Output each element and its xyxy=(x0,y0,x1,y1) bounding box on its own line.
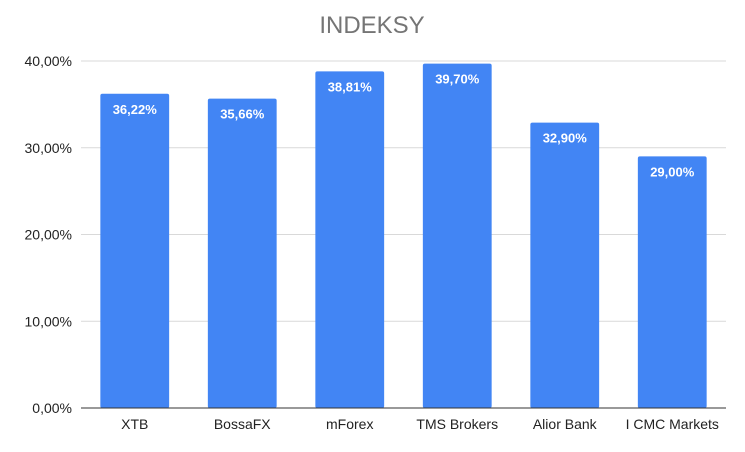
bar xyxy=(637,156,707,408)
y-tick-label: 10,00% xyxy=(25,313,72,329)
x-axis-categories: XTB BossaFX mForex TMS Brokers Alior Bank I C… xyxy=(121,416,719,432)
bar xyxy=(315,71,385,409)
gridlines xyxy=(81,60,726,322)
data-label: 29,00% xyxy=(650,164,695,179)
bar xyxy=(530,122,600,408)
x-category-label: mForex xyxy=(326,416,373,432)
x-category-label: BossaFX xyxy=(214,416,271,432)
data-label: 35,66% xyxy=(220,107,265,122)
bar xyxy=(207,98,277,408)
x-category-label: XTB xyxy=(121,416,148,432)
chart-title: INDEKSY xyxy=(319,12,424,39)
bar xyxy=(422,63,492,408)
data-label: 39,70% xyxy=(435,72,480,87)
x-category-label: I CMC Markets xyxy=(626,416,719,432)
x-category-label: Alior Bank xyxy=(533,416,598,432)
data-labels: 36,22% 35,66% 38,81% 39,70% 32,90% 29,00% xyxy=(113,72,695,180)
y-tick-label: 40,00% xyxy=(25,53,72,69)
data-label: 32,90% xyxy=(543,131,588,146)
y-tick-label: 30,00% xyxy=(25,140,72,156)
data-label: 36,22% xyxy=(113,102,158,117)
x-category-label: TMS Brokers xyxy=(416,416,498,432)
data-label: 38,81% xyxy=(328,79,373,94)
bar xyxy=(100,93,170,408)
bars xyxy=(100,63,707,409)
y-axis-ticks: 0,00% 10,00% 20,00% 30,00% 40,00% xyxy=(25,53,72,416)
y-tick-label: 20,00% xyxy=(25,227,72,243)
y-tick-label: 0,00% xyxy=(32,400,72,416)
